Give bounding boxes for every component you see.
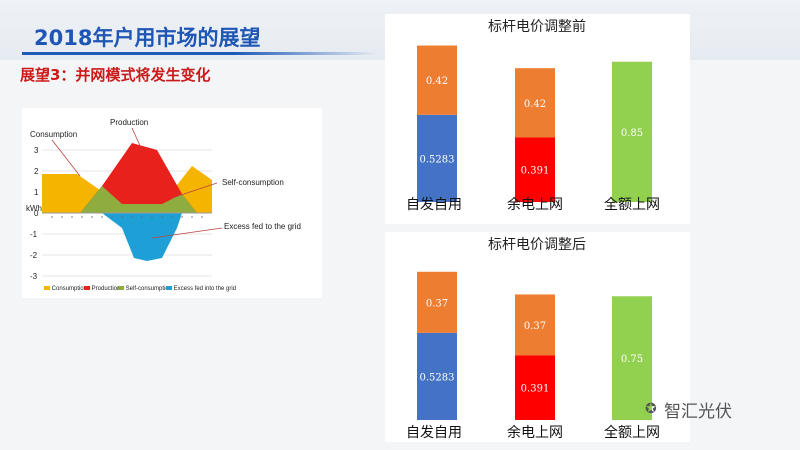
legend-consumption: Consumption: [44, 286, 87, 292]
ytick-m1: -1: [30, 230, 38, 239]
bar-1-0-0: [417, 332, 457, 420]
chart-before-svg: 0.5283 0.42 0.391 0.42 0.85: [417, 45, 652, 202]
bar-label-0-0-0: 0.5283: [420, 154, 455, 165]
chart-before-title: 标杆电价调整前: [488, 19, 586, 35]
ytick-1: 1: [34, 188, 39, 197]
chart-before-cat-2: 全额上网: [604, 197, 660, 213]
chart-after-panel: 标杆电价调整后 0.5283 0.37 0.391 0.37 0.75 自发自用 余电上…: [385, 232, 690, 442]
self-consumption-svg: [42, 127, 223, 277]
ytick-0: 0: [34, 209, 39, 218]
ytick-m2: -2: [30, 251, 38, 260]
bar-label-0-1-1: 0.42: [524, 99, 546, 110]
bar-label-0-2-0: 0.85: [621, 128, 643, 139]
chart-after-cat-0: 自发自用: [406, 425, 462, 441]
bar-1-1-1: [515, 294, 555, 356]
chart-before-panel: 标杆电价调整前 0.5283 0.42 0.391 0.42 0.85 自发自用 余电上…: [385, 14, 690, 224]
bar-label-1-1-1: 0.37: [524, 321, 546, 332]
bar-label-1-0-0: 0.5283: [420, 372, 455, 383]
bar-label-0-1-0: 0.391: [521, 166, 550, 177]
title-underline: [22, 52, 377, 55]
wechat-icon: ✪: [645, 401, 657, 417]
consumption-annotation: Consumption: [30, 130, 78, 139]
ytick-2: 2: [34, 167, 39, 176]
chart-after-svg: 0.5283 0.37 0.391 0.37 0.75: [417, 271, 652, 420]
bar-0-0-0: [417, 114, 457, 202]
self-consumption-annotation: Self-consumption: [222, 178, 284, 187]
bar-label-1-1-0: 0.391: [521, 384, 550, 395]
chart-after-cat-1: 余电上网: [507, 425, 563, 441]
legend-production: Production: [84, 286, 120, 292]
legend-self: Self-consumption: [118, 286, 172, 292]
section-subtitle: 展望3：并网模式将发生变化: [20, 66, 211, 84]
bar-0-1-0: [515, 137, 555, 202]
production-annotation: Production: [110, 118, 149, 127]
bar-1-1-0: [515, 355, 555, 420]
chart-after-title: 标杆电价调整后: [488, 237, 586, 253]
chart-before-cat-1: 余电上网: [507, 197, 563, 213]
watermark-text: 智汇光伏: [664, 402, 732, 422]
excess-area: [102, 213, 182, 261]
bar-label-1-0-1: 0.37: [426, 298, 448, 309]
kwh-label: kWh: [26, 204, 42, 213]
chart-before-cat-0: 自发自用: [406, 197, 462, 213]
ytick-m3: -3: [30, 272, 38, 281]
bar-1-2-0: [612, 296, 652, 420]
bar-0-1-1: [515, 68, 555, 138]
bar-1-0-1: [417, 271, 457, 333]
bar-0-0-1: [417, 45, 457, 115]
bar-label-1-2-0: 0.75: [621, 354, 643, 365]
page-title: 2018年户用市场的展望: [34, 26, 261, 50]
bar-label-0-0-1: 0.42: [426, 76, 448, 87]
excess-annotation: Excess fed to the grid: [224, 222, 301, 231]
legend-excess: Excess fed into the grid: [166, 286, 236, 292]
chart-after-cat-2: 全额上网: [604, 425, 660, 441]
ytick-3: 3: [34, 146, 39, 155]
bar-0-2-0: [612, 61, 652, 202]
self-consumption-chart: Consumption Production Self-consumption …: [22, 108, 322, 298]
self-consumption-area: [80, 186, 197, 213]
